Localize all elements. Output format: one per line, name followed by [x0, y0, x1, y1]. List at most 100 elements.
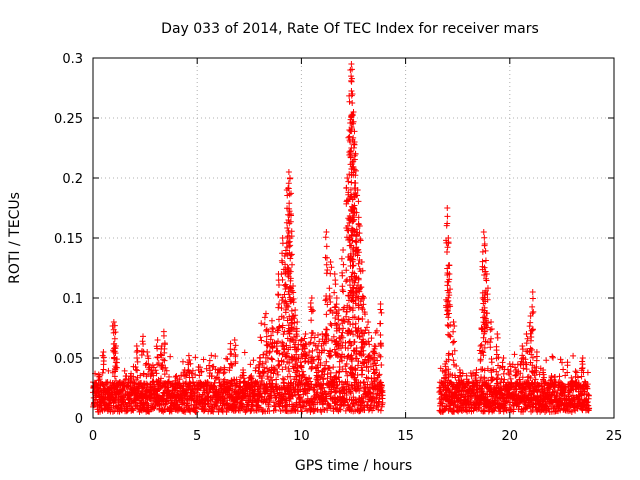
data-point: [294, 319, 301, 325]
data-point-cluster: [478, 341, 485, 348]
data-point-baseline: [314, 332, 321, 339]
data-point-baseline: [272, 407, 279, 414]
data-point-baseline: [299, 368, 306, 375]
data-point-baseline: [163, 398, 170, 405]
data-point-cluster: [289, 261, 296, 268]
data-point-cluster: [331, 289, 338, 296]
data-point-baseline: [253, 379, 260, 386]
data-point-baseline: [127, 395, 134, 402]
data-point: [262, 310, 269, 317]
data-point-baseline: [511, 351, 518, 358]
data-point-baseline: [368, 335, 375, 342]
data-point: [185, 352, 192, 359]
data-point-baseline: [333, 369, 340, 376]
data-point-cluster: [338, 255, 345, 262]
data-point-baseline: [122, 399, 129, 406]
data-point-baseline: [324, 407, 331, 414]
data-point-baseline: [343, 368, 350, 375]
data-point-baseline: [465, 379, 472, 386]
data-point-cluster: [340, 261, 347, 268]
data-series: [90, 61, 593, 415]
data-point-baseline: [572, 368, 579, 375]
data-point-baseline: [162, 364, 169, 371]
data-point: [529, 289, 536, 295]
data-point-cluster: [451, 338, 458, 345]
data-point-cluster: [378, 309, 385, 316]
data-point: [286, 175, 293, 181]
data-point-cluster: [449, 339, 456, 346]
data-point-baseline: [305, 359, 312, 366]
data-point-cluster: [529, 295, 536, 302]
data-point-cluster: [111, 335, 118, 342]
y-tick-label: 0.05: [54, 352, 83, 367]
data-point: [500, 355, 507, 361]
data-point-baseline: [486, 399, 493, 406]
data-point-baseline: [370, 405, 377, 412]
data-point-baseline: [202, 405, 209, 412]
data-point-baseline: [276, 403, 283, 410]
data-point: [227, 340, 234, 347]
data-point-baseline: [327, 353, 334, 360]
data-point-cluster: [530, 308, 537, 315]
data-point-cluster: [231, 346, 238, 353]
data-point-cluster: [377, 340, 384, 347]
data-point-cluster: [377, 306, 384, 313]
data-point-cluster: [360, 301, 367, 308]
data-point-cluster: [261, 314, 268, 321]
data-point-cluster: [161, 345, 168, 352]
data-point-cluster: [488, 359, 495, 366]
data-point-baseline: [584, 369, 591, 376]
data-point-baseline: [265, 368, 272, 375]
data-point-baseline: [557, 356, 564, 363]
data-point-baseline: [322, 389, 329, 396]
data-point-baseline: [330, 383, 337, 390]
data-point-baseline: [368, 401, 375, 408]
data-point-cluster: [351, 179, 358, 186]
data-point-baseline: [201, 407, 208, 414]
data-point-baseline: [276, 361, 283, 368]
data-point-cluster: [275, 281, 282, 288]
data-point-cluster: [345, 178, 352, 185]
data-point-baseline: [179, 358, 186, 365]
x-tick-label: 15: [397, 429, 414, 444]
data-point-baseline: [281, 376, 288, 383]
data-point-baseline: [328, 337, 335, 344]
data-point-baseline: [241, 349, 248, 356]
data-point: [292, 307, 299, 313]
data-point-baseline: [314, 389, 321, 396]
data-point-cluster: [482, 257, 489, 264]
data-point-baseline: [163, 367, 170, 374]
data-point-baseline: [310, 384, 317, 391]
data-point-cluster: [479, 248, 486, 255]
data-point-baseline: [270, 399, 277, 406]
data-point-baseline: [349, 364, 356, 371]
data-point-baseline: [200, 356, 207, 363]
data-point-baseline: [263, 333, 270, 340]
data-point-baseline: [347, 389, 354, 396]
data-point-baseline: [491, 407, 498, 414]
data-point-baseline: [282, 394, 289, 401]
data-point-baseline: [276, 350, 283, 357]
data-point-baseline: [217, 365, 224, 372]
data-point-cluster: [444, 213, 451, 220]
data-point-baseline: [379, 395, 386, 402]
data-point-baseline: [365, 375, 372, 382]
data-point-baseline: [323, 393, 330, 400]
data-point: [456, 367, 463, 373]
data-point: [377, 301, 384, 307]
data-point-baseline: [330, 364, 337, 371]
data-point-baseline: [198, 369, 205, 376]
y-tick-label: 0.3: [62, 52, 83, 67]
data-point-baseline: [337, 406, 344, 413]
data-point-cluster: [339, 287, 346, 294]
data-point-baseline: [317, 359, 324, 366]
data-point-baseline: [265, 401, 272, 408]
data-point-cluster: [332, 303, 339, 310]
data-point-cluster: [275, 291, 282, 298]
data-point-baseline: [212, 366, 219, 373]
data-point-cluster: [275, 316, 282, 323]
data-point-baseline: [160, 395, 167, 402]
data-point-baseline: [304, 390, 311, 397]
data-point-baseline: [138, 379, 145, 386]
